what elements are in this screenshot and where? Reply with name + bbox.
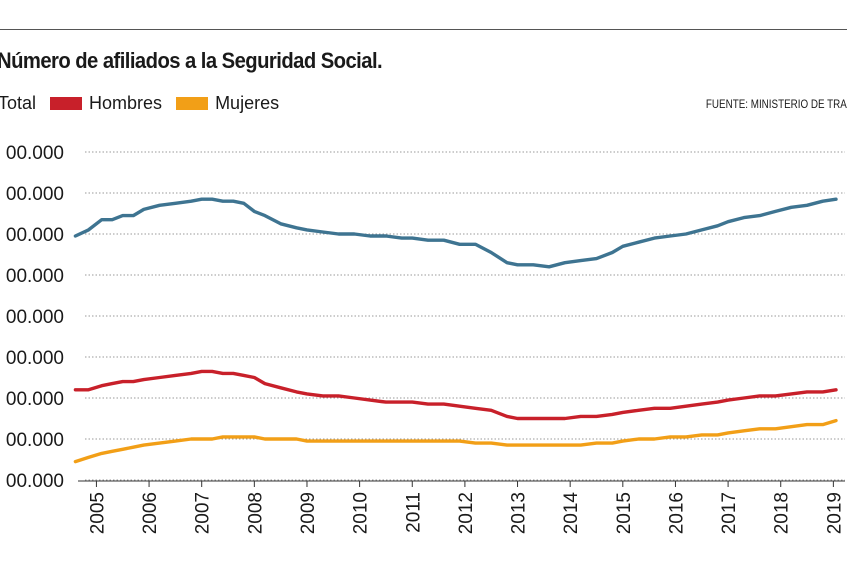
x-axis: 2005 2006 2007 2008 2009 2010 2011 2012 2013 2014… [78, 480, 845, 535]
x-tick-label: 2007 [193, 492, 214, 534]
x-tick-label: 2008 [245, 492, 266, 534]
y-tick-label: 00.000 [6, 225, 64, 246]
legend-swatch-mujeres [176, 96, 209, 110]
legend-label-hombres: Hombres [89, 92, 163, 113]
y-tick-label: 00.000 [6, 184, 64, 205]
x-tick-label: 2018 [772, 492, 793, 534]
series-line-total [73, 197, 838, 269]
top-rule [0, 29, 847, 30]
y-axis-ticks: 00.000 00.000 00.000 00.000 00.000 00.000 00.0… [6, 143, 64, 492]
x-tick-label: 2014 [561, 492, 582, 535]
y-tick-label: 00.000 [6, 266, 64, 287]
legend-label-total: Total [0, 92, 37, 113]
x-tick-label: 2013 [509, 492, 530, 534]
legend-item-total: Total [0, 93, 36, 114]
legend-item-mujeres: Mujeres [176, 93, 279, 114]
x-tick-label: 2015 [614, 492, 635, 534]
y-tick-label: 00.000 [6, 389, 64, 410]
x-tick-label: 2016 [666, 492, 687, 534]
source-note: FUENTE: MINISTERIO DE TRA [706, 97, 847, 111]
x-tick-label: 2006 [140, 492, 161, 534]
series-line-mujeres [73, 418, 838, 464]
series-lines [73, 197, 838, 464]
x-tick-label: 2010 [351, 492, 372, 534]
y-tick-label: 00.000 [6, 348, 64, 369]
x-tick-label: 2005 [87, 492, 108, 534]
chart-title: Número de afiliados a la Seguridad Socia… [0, 48, 383, 73]
x-tick-label: 2012 [456, 492, 477, 534]
y-tick-label: 00.000 [6, 143, 64, 164]
x-tick-label: 2011 [403, 492, 424, 533]
y-tick-label: 00.000 [6, 430, 64, 451]
x-tick-label: 2019 [824, 492, 845, 534]
legend-item-hombres: Hombres [50, 93, 162, 114]
legend-swatch-hombres [50, 96, 83, 110]
y-tick-label: 00.000 [6, 307, 64, 328]
series-line-hombres [73, 369, 838, 421]
x-tick-label: 2009 [298, 492, 319, 534]
x-tick-label: 2017 [719, 492, 740, 534]
legend: Total Hombres Mujeres [0, 92, 293, 114]
y-tick-label: 00.000 [6, 471, 64, 492]
legend-label-mujeres: Mujeres [215, 92, 280, 113]
